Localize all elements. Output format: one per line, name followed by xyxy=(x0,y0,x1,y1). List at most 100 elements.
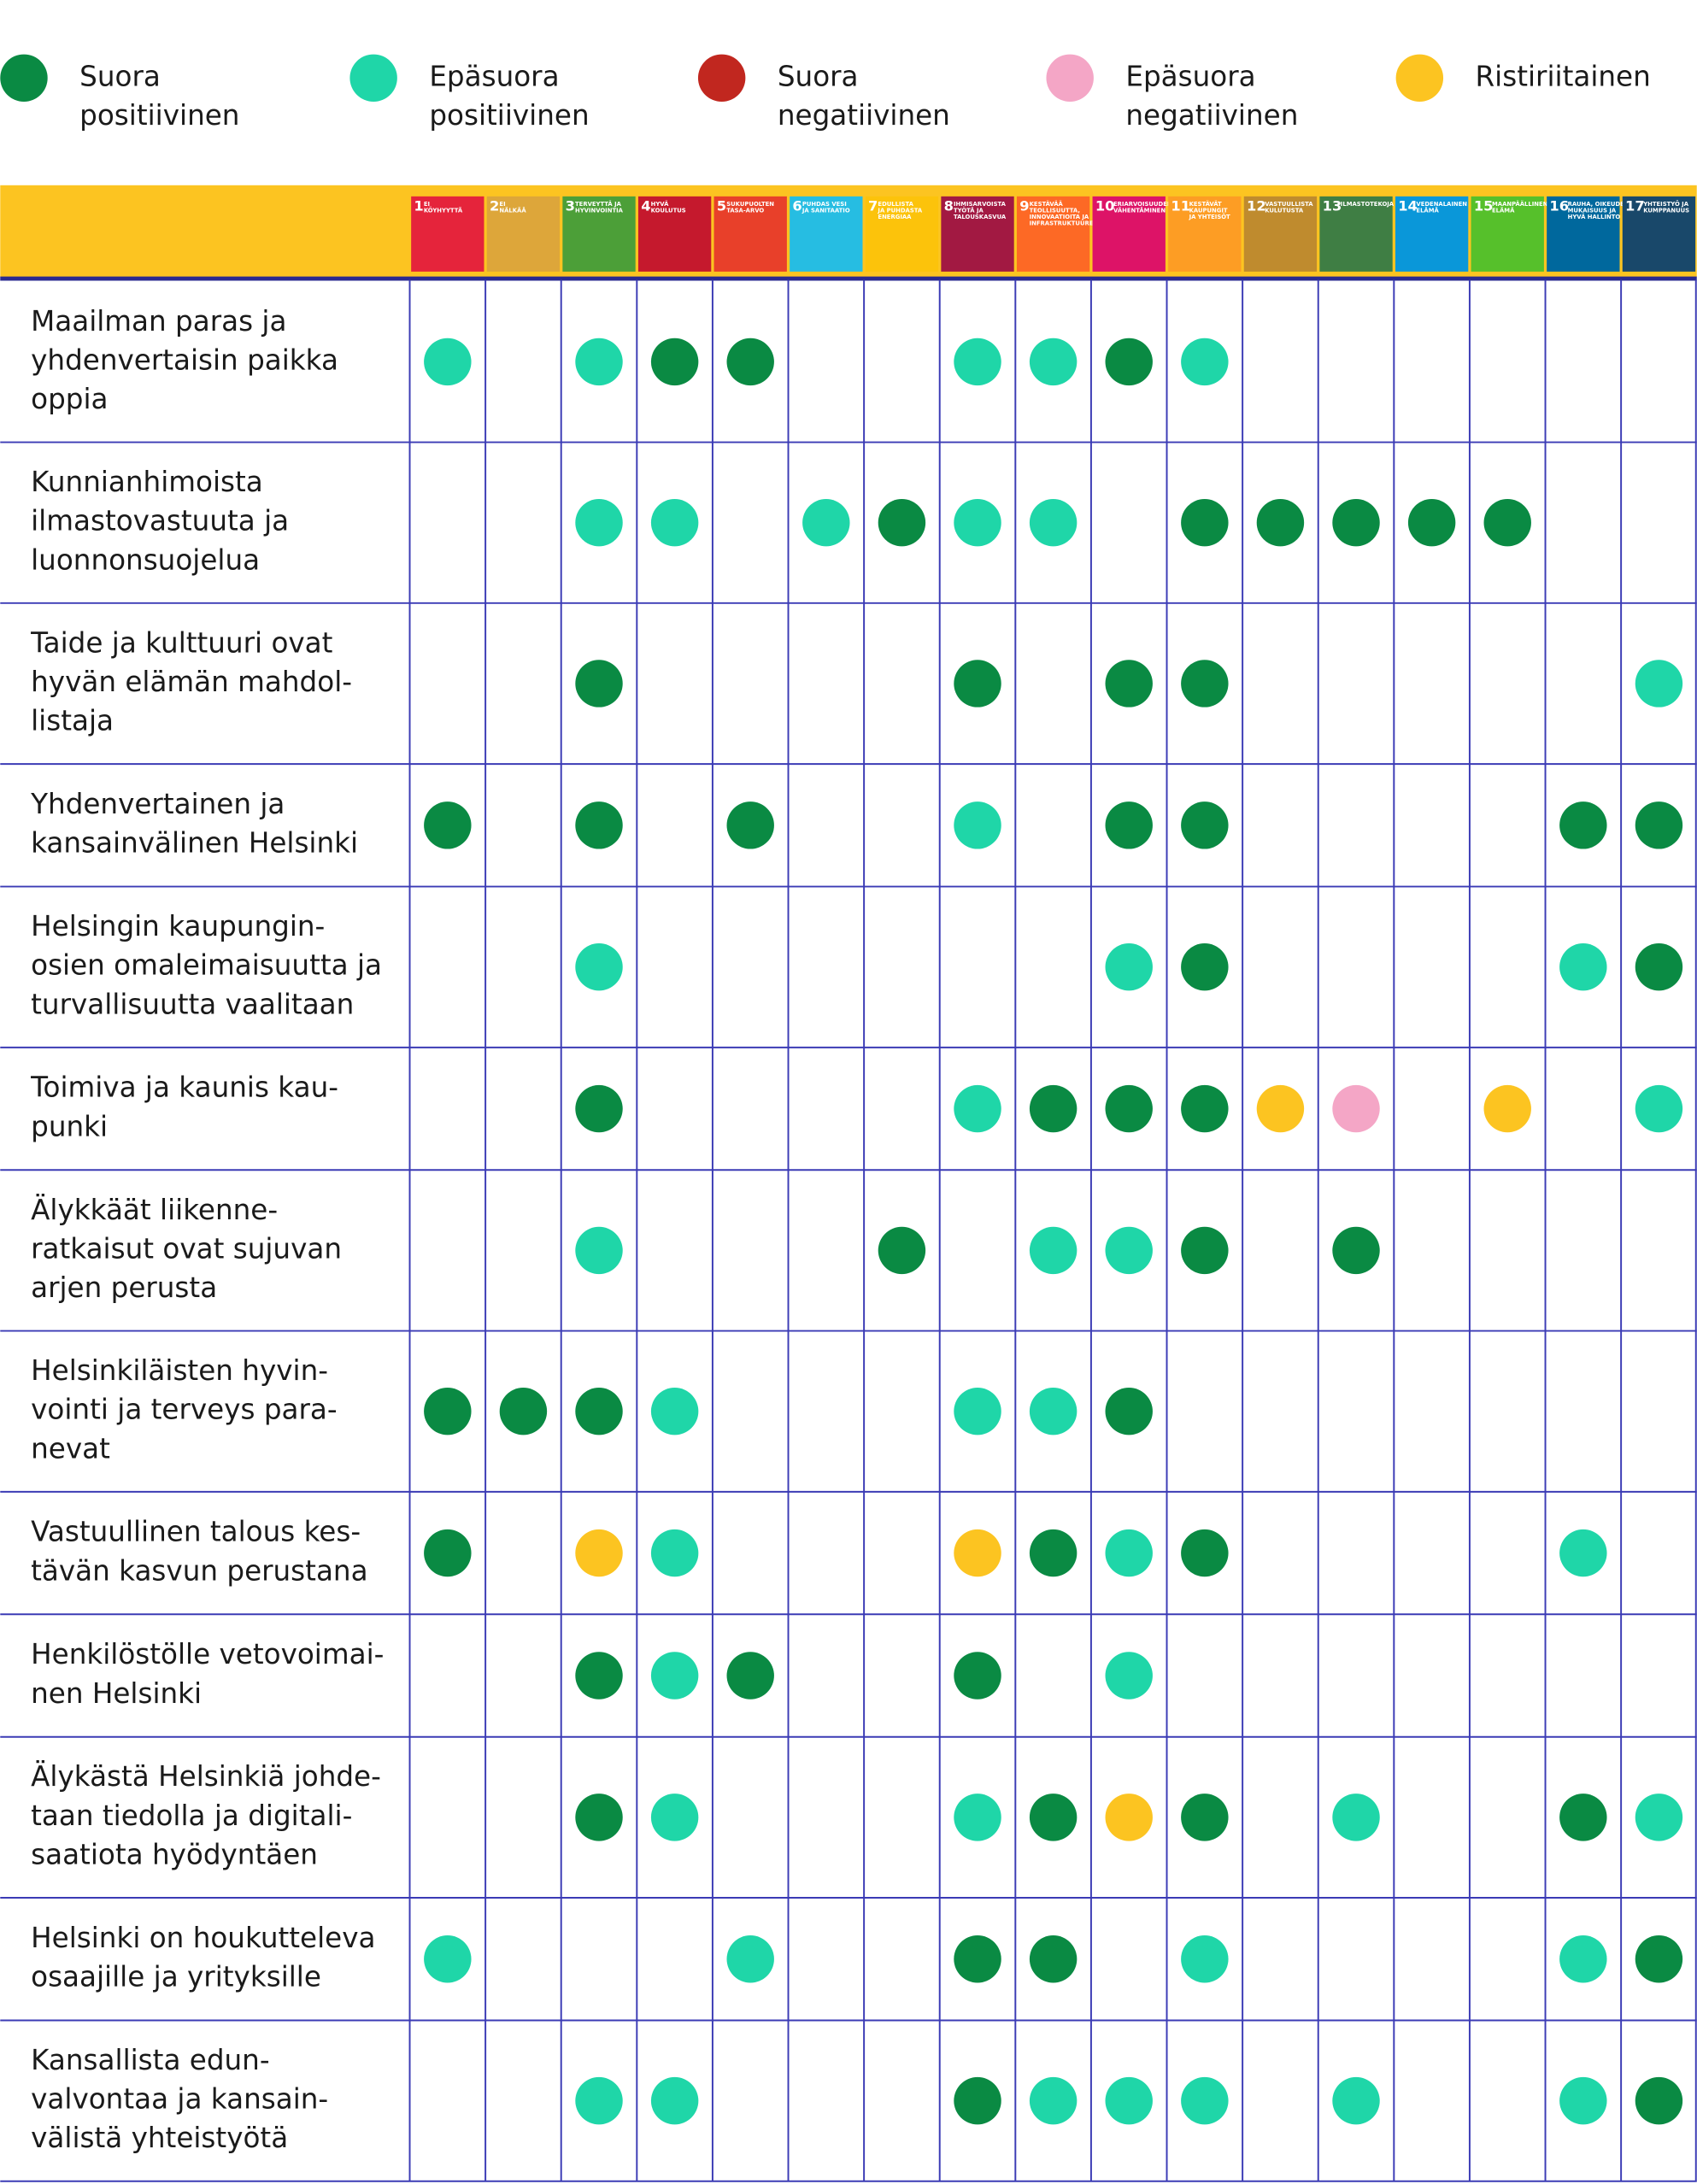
goal-label: ERIARVOISUUDEN xyxy=(1113,201,1172,208)
impact-dot xyxy=(650,338,699,386)
impact-dot xyxy=(1181,338,1229,386)
row-label: Helsinkiläisten hyvin- xyxy=(31,1354,328,1387)
impact-dot xyxy=(954,1084,1001,1133)
row-label: Yhdenvertainen ja xyxy=(30,788,285,820)
goal-label: INFRASTRUKTUUREJA xyxy=(1030,220,1101,227)
goal-label: TASA-ARVO xyxy=(726,208,764,214)
goal-label: VEDENALAINEN xyxy=(1416,201,1467,208)
impact-dot xyxy=(1635,942,1683,991)
goal-number: 6 xyxy=(792,198,802,214)
impact-dot xyxy=(1105,1652,1153,1700)
goal-icon xyxy=(486,196,561,272)
impact-dot xyxy=(1181,1794,1229,1841)
goal-number: 4 xyxy=(641,198,650,214)
goal-label: VÄHENTÄMINEN xyxy=(1113,207,1166,214)
row-label: valvontaa ja kansain- xyxy=(31,2083,328,2116)
goal-label: KOULUTUS xyxy=(651,208,686,214)
impact-dot xyxy=(650,1387,699,1435)
impact-dot xyxy=(1029,1794,1078,1841)
impact-dot xyxy=(575,498,623,547)
impact-dot xyxy=(1635,1935,1683,1983)
impact-dot xyxy=(878,498,926,547)
impact-dot xyxy=(954,1935,1001,1983)
goal-label: JA YHTEISÖT xyxy=(1189,213,1230,220)
goal-icon xyxy=(1092,196,1166,272)
goal-icon xyxy=(790,196,863,272)
goal-label: ENERGIAA xyxy=(878,214,912,220)
legend-swatch xyxy=(1046,54,1094,102)
impact-dot xyxy=(954,1652,1001,1700)
goal-label: JA SANITAATIO xyxy=(802,208,850,214)
goal-number: 10 xyxy=(1095,198,1115,214)
goal-label: EI xyxy=(499,201,505,208)
impact-dot xyxy=(1256,498,1305,547)
legend-label: negatiivinen xyxy=(778,99,950,132)
row-label: Taide ja kulttuuri ovat xyxy=(30,626,332,659)
row-label: Henkilöstölle vetovoimai- xyxy=(31,1638,384,1670)
impact-dot xyxy=(954,498,1001,547)
goal-number: 17 xyxy=(1625,198,1645,214)
goal-icon xyxy=(1319,196,1393,272)
impact-dot xyxy=(1029,1387,1078,1435)
impact-dot xyxy=(1181,942,1229,991)
goal-label: HYVINVOINTIA xyxy=(575,208,624,214)
impact-dot xyxy=(1029,1226,1078,1275)
impact-dot xyxy=(575,1794,623,1841)
impact-dot xyxy=(726,1935,774,1983)
impact-dot xyxy=(1181,1226,1229,1275)
legend-swatch xyxy=(697,54,746,102)
impact-dot xyxy=(1181,498,1229,547)
impact-dot xyxy=(802,498,850,547)
impact-dot xyxy=(575,2076,623,2125)
goal-icon xyxy=(1243,196,1318,272)
goal-icon xyxy=(713,196,787,272)
goal-number: 8 xyxy=(944,198,954,214)
row-label: nevat xyxy=(31,1432,110,1465)
impact-dot xyxy=(1105,1387,1153,1435)
row-label: ratkaisut ovat sujuvan xyxy=(31,1232,342,1265)
impact-dot xyxy=(1181,660,1229,707)
goal-number: 11 xyxy=(1171,198,1190,214)
impact-dot xyxy=(499,1387,548,1435)
goal-label: JA PUHDASTA xyxy=(877,208,922,214)
row-label: vointi ja terveys para- xyxy=(31,1394,338,1426)
row-label: osien omaleimaisuutta ja xyxy=(31,949,382,982)
legend-label: Suora xyxy=(778,60,859,92)
row-label: tävän kasvun perustana xyxy=(31,1554,367,1587)
goal-label: KULUTUSTA xyxy=(1265,208,1304,214)
goal-label: HYVÄ HALLINTO xyxy=(1568,213,1621,220)
impact-dot xyxy=(1332,1794,1380,1841)
goal-icon xyxy=(562,196,636,272)
row-label: Maailman paras ja xyxy=(31,305,286,338)
goal-icon xyxy=(941,196,1014,272)
impact-dot xyxy=(1105,1794,1153,1841)
legend-swatch xyxy=(349,54,397,102)
goal-label: SUKUPUOLTEN xyxy=(726,201,774,208)
impact-dot xyxy=(1105,2076,1153,2125)
goal-number: 2 xyxy=(490,198,499,214)
impact-dot xyxy=(1105,1529,1153,1577)
legend-swatch xyxy=(0,54,48,102)
row-label: punki xyxy=(31,1110,108,1142)
row-label: listaja xyxy=(31,705,114,737)
impact-dot xyxy=(650,1794,699,1841)
row-label: saatiota hyödyntäen xyxy=(31,1839,318,1871)
goal-label: EI xyxy=(424,201,430,208)
impact-dot xyxy=(424,1387,472,1435)
impact-dot xyxy=(650,498,699,547)
impact-dot xyxy=(424,801,472,849)
goal-icon xyxy=(1395,196,1469,272)
row-label: Vastuullinen talous kes- xyxy=(31,1516,361,1548)
impact-dot xyxy=(1029,1935,1078,1983)
impact-dot xyxy=(1256,1084,1305,1133)
goal-number: 16 xyxy=(1549,198,1569,214)
legend-label: positiivinen xyxy=(79,99,239,132)
row-label: Kunnianhimoista xyxy=(31,466,263,498)
goal-label: ELÄMÄ xyxy=(1492,207,1515,214)
goal-label: KESTÄVÄT xyxy=(1189,200,1222,208)
impact-dot xyxy=(1559,942,1607,991)
row-label: Toimiva ja kaunis kau- xyxy=(30,1071,338,1104)
legend-label: Epäsuora xyxy=(1125,60,1255,92)
impact-dot xyxy=(575,338,623,386)
impact-dot xyxy=(1559,1935,1607,1983)
